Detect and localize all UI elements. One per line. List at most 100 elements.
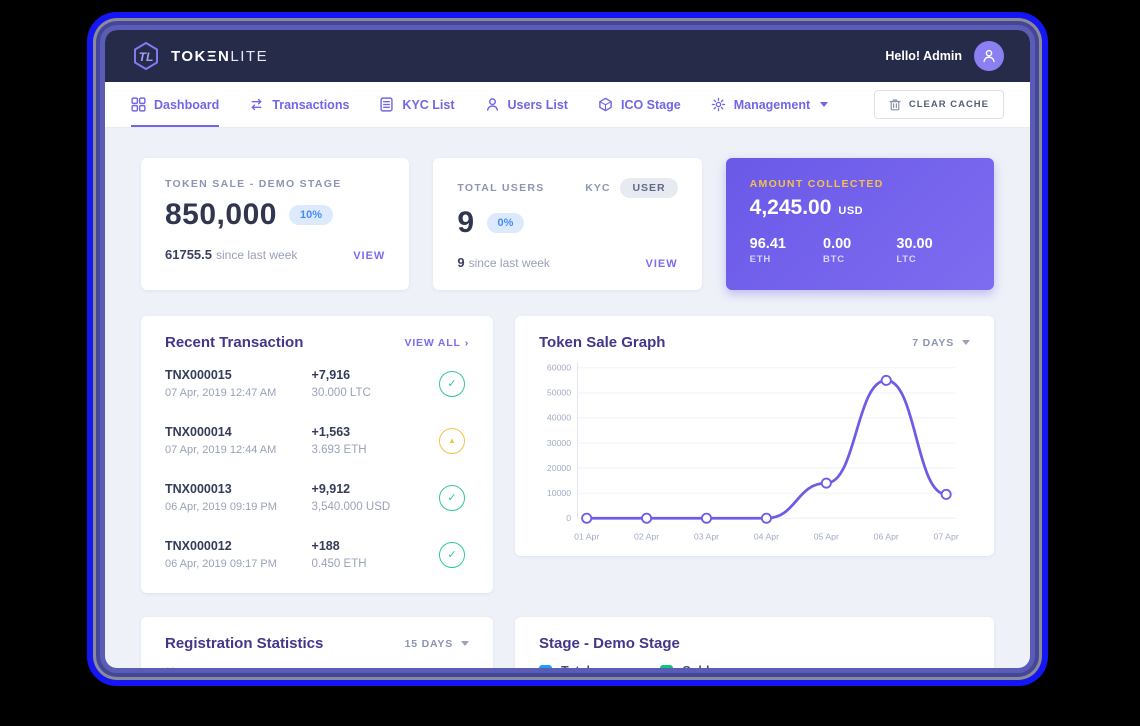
toggle-kyc[interactable]: KYC (585, 182, 611, 194)
total-users-badge: 0% (486, 213, 525, 233)
svg-text:06 Apr: 06 Apr (874, 531, 899, 541)
list-document-icon (380, 97, 394, 112)
gear-icon (711, 97, 725, 112)
token-sale-chart: 0 10000 20000 30000 40000 50000 60000 01 Apr 02 … (547, 362, 959, 541)
svg-text:30000: 30000 (547, 438, 571, 448)
svg-text:05 Apr: 05 Apr (814, 531, 839, 541)
txn-status-icon: ✓ (438, 484, 465, 511)
txn-id: TNX000012 (165, 539, 232, 553)
txn-equiv: 30.000 LTC (311, 387, 371, 399)
swap-arrows-icon (251, 98, 262, 111)
main-nav: Dashboard Transactions KYC List Users Li… (105, 82, 1030, 128)
trash-icon (889, 99, 901, 111)
status-glyph: ✓ (447, 378, 457, 390)
eth-value: 96.41 (749, 236, 786, 252)
transaction-row[interactable]: TNX000014 07 Apr, 2019 12:44 AM +1,563 3… (165, 412, 469, 469)
amount-collected-title: AMOUNT COLLECTED (749, 178, 884, 190)
app-window: TL TOKΞNLITE Hello! Admin (105, 30, 1030, 668)
registration-period-dropdown[interactable]: 15 DAYS (405, 638, 469, 650)
btc-unit: BTC (823, 254, 845, 265)
token-sale-caption: since last week (216, 248, 298, 262)
txn-date: 06 Apr, 2019 09:19 PM (165, 501, 277, 513)
total-users-value: 9 (457, 206, 475, 239)
recent-transactions-title: Recent Transaction (165, 334, 304, 351)
svg-text:TL: TL (139, 50, 154, 64)
graph-period-dropdown[interactable]: 7 DAYS (912, 337, 970, 349)
txn-amount: +1,563 (311, 425, 351, 439)
svg-text:50000: 50000 (547, 388, 571, 398)
status-glyph: ✓ (447, 492, 457, 504)
txn-date: 07 Apr, 2019 12:44 AM (165, 444, 277, 456)
nav-item-ico-stage[interactable]: ICO Stage (598, 82, 681, 127)
transaction-row[interactable]: TNX000015 07 Apr, 2019 12:47 AM +7,916 3… (165, 355, 469, 412)
user-icon (983, 49, 995, 63)
cube-icon (599, 97, 612, 112)
btc-value: 0.00 (823, 236, 852, 252)
brand-primary: TOKΞN (171, 47, 231, 65)
svg-text:07 Apr: 07 Apr (934, 531, 959, 541)
txn-date: 06 Apr, 2019 09:17 PM (165, 558, 277, 570)
nav-label: Transactions (272, 97, 350, 112)
svg-text:03 Apr: 03 Apr (694, 531, 719, 541)
users-toggle: KYC USER (585, 178, 678, 198)
breakdown-eth: 96.41 ETH (750, 236, 823, 265)
token-sale-graph-title: Token Sale Graph (539, 334, 666, 351)
view-all-link[interactable]: VIEW ALL › (405, 337, 469, 349)
svg-text:04 Apr: 04 Apr (754, 531, 779, 541)
total-users-delta: 9 (457, 255, 465, 270)
ltc-value: 30.00 (896, 236, 933, 252)
nav-item-transactions[interactable]: Transactions (249, 82, 349, 127)
sold-swatch (660, 665, 674, 668)
dashboard-body: TOKEN SALE - DEMO STAGE 850,000 10% 6175… (105, 128, 1030, 668)
txn-id: TNX000013 (165, 482, 232, 496)
status-glyph: ▲ (448, 436, 456, 445)
transaction-row[interactable]: TNX000013 06 Apr, 2019 09:19 PM +9,912 3… (165, 469, 469, 526)
nav-label: ICO Stage (620, 97, 681, 112)
token-sale-title: TOKEN SALE - DEMO STAGE (165, 178, 342, 190)
legend-label: Total (561, 664, 604, 668)
transaction-row[interactable]: TNX000012 06 Apr, 2019 09:17 PM +188 0.4… (165, 526, 469, 583)
txn-equiv: 0.450 ETH (311, 558, 367, 570)
txn-amount: +7,916 (311, 368, 351, 382)
toggle-user[interactable]: USER (620, 178, 678, 198)
total-users-view-link[interactable]: VIEW (645, 258, 678, 270)
svg-text:20000: 20000 (547, 463, 571, 473)
txn-status-icon: ▲ (438, 427, 465, 454)
greeting-text: Hello! Admin (885, 49, 962, 63)
clear-cache-button[interactable]: CLEAR CACHE (873, 90, 1004, 119)
y-tick: 10 (165, 666, 176, 668)
txn-equiv: 3.693 ETH (311, 444, 367, 456)
brand-name: TOKΞNLITE (171, 48, 268, 65)
legend-label: Sold (682, 664, 727, 668)
amount-collected-currency: USD (838, 205, 864, 217)
token-sale-view-link[interactable]: VIEW (353, 250, 386, 262)
total-users-title: TOTAL USERS (457, 182, 545, 194)
chevron-down-icon (820, 102, 829, 107)
stage-legend: Total 850,000 Sold 77,721 * (539, 662, 727, 668)
legend-item-sold: Sold 77,721 * (660, 664, 727, 668)
nav-item-kyc-list[interactable]: KYC List (379, 82, 455, 127)
stage-title: Stage - Demo Stage (539, 635, 680, 652)
amount-collected-value: 4,245.00 (749, 196, 832, 219)
nav-item-dashboard[interactable]: Dashboard (131, 82, 220, 127)
registration-statistics-card: Registration Statistics 15 DAYS 10 8 (141, 617, 493, 668)
chevron-down-icon (461, 641, 469, 646)
ltc-unit: LTC (896, 254, 917, 265)
recent-transactions-card: Recent Transaction VIEW ALL › TNX000015 … (141, 316, 493, 593)
breakdown-ltc: 30.00 LTC (896, 236, 932, 265)
stage-card: Stage - Demo Stage Total 850,000 (515, 617, 994, 668)
txn-id: TNX000014 (165, 425, 232, 439)
total-swatch (539, 665, 552, 668)
eth-unit: ETH (749, 254, 772, 265)
txn-status-icon: ✓ (438, 541, 465, 568)
nav-item-management[interactable]: Management (711, 82, 829, 127)
nav-item-users-list[interactable]: Users List (485, 82, 568, 127)
svg-text:0: 0 (566, 513, 571, 523)
amount-collected-card: AMOUNT COLLECTED 4,245.00 USD 96.41 ETH … (725, 158, 994, 290)
person-icon (486, 98, 498, 111)
legend-item-total: Total 850,000 (539, 664, 604, 668)
user-avatar[interactable] (974, 41, 1004, 71)
registration-period-label: 15 DAYS (404, 637, 453, 650)
txn-amount: +188 (311, 539, 340, 553)
brand[interactable]: TL TOKΞNLITE (131, 41, 268, 71)
